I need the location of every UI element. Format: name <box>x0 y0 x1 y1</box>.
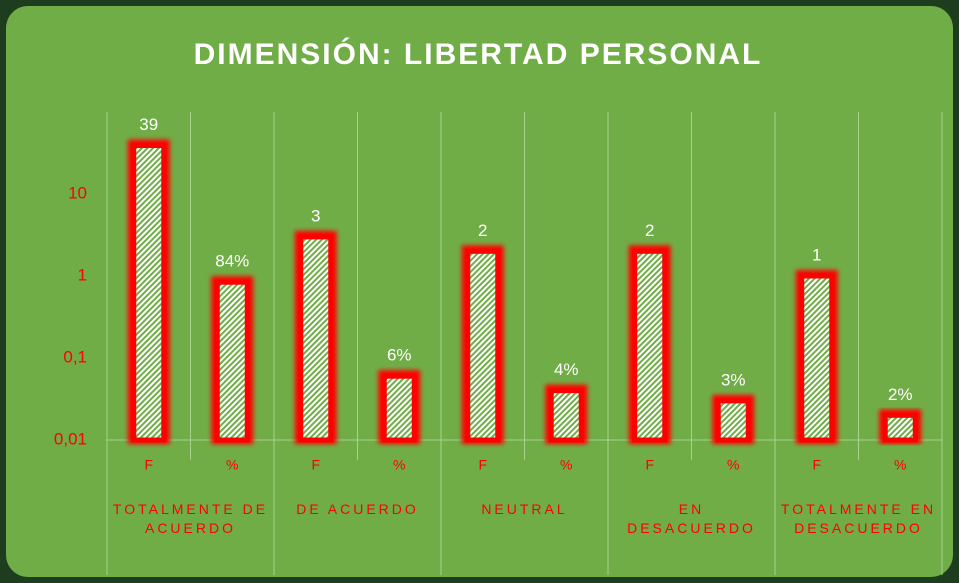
x-tick-label: F <box>144 457 153 473</box>
group-label: TOTALMENTE EN DESACUERDO <box>780 501 937 536</box>
bar <box>214 279 250 443</box>
y-tick-label: 0,01 <box>54 429 87 448</box>
x-tick-label: % <box>560 457 572 473</box>
x-tick-label: F <box>812 457 821 473</box>
group-label: NEUTRAL <box>481 501 568 517</box>
x-tick-label: F <box>311 457 320 473</box>
bar <box>548 388 584 443</box>
y-tick-label: 1 <box>78 265 87 284</box>
group-label: DE ACUERDO <box>296 501 419 517</box>
data-label: 2 <box>478 221 487 240</box>
data-label: 6% <box>387 346 412 365</box>
y-tick-label: 0,1 <box>63 347 87 366</box>
x-tick-label: % <box>727 457 739 473</box>
x-tick-label: F <box>645 457 654 473</box>
bar <box>465 248 501 443</box>
chart-title: DIMENSIÓN: LIBERTAD PERSONAL <box>194 37 763 71</box>
data-label: 3% <box>721 370 746 389</box>
x-tick-label: F <box>478 457 487 473</box>
x-tick-label: % <box>393 457 405 473</box>
x-tick-label: % <box>226 457 238 473</box>
y-tick-label: 10 <box>68 183 87 202</box>
data-label: 1 <box>812 245 821 264</box>
bar <box>131 143 167 443</box>
data-label: 2% <box>888 385 913 404</box>
data-label: 39 <box>139 115 158 134</box>
bar <box>799 273 835 443</box>
data-label: 4% <box>554 360 579 379</box>
x-tick-label: % <box>894 457 906 473</box>
bar <box>381 373 417 443</box>
group-label: TOTALMENTE DE ACUERDO <box>112 501 269 536</box>
data-label: 84% <box>215 252 249 271</box>
data-label: 2 <box>645 221 654 240</box>
bar <box>715 398 751 443</box>
data-label: 3 <box>311 206 320 225</box>
bar <box>882 412 918 443</box>
bar <box>632 248 668 443</box>
bar <box>298 234 334 443</box>
group-label: EN DESACUERDO <box>627 501 756 536</box>
